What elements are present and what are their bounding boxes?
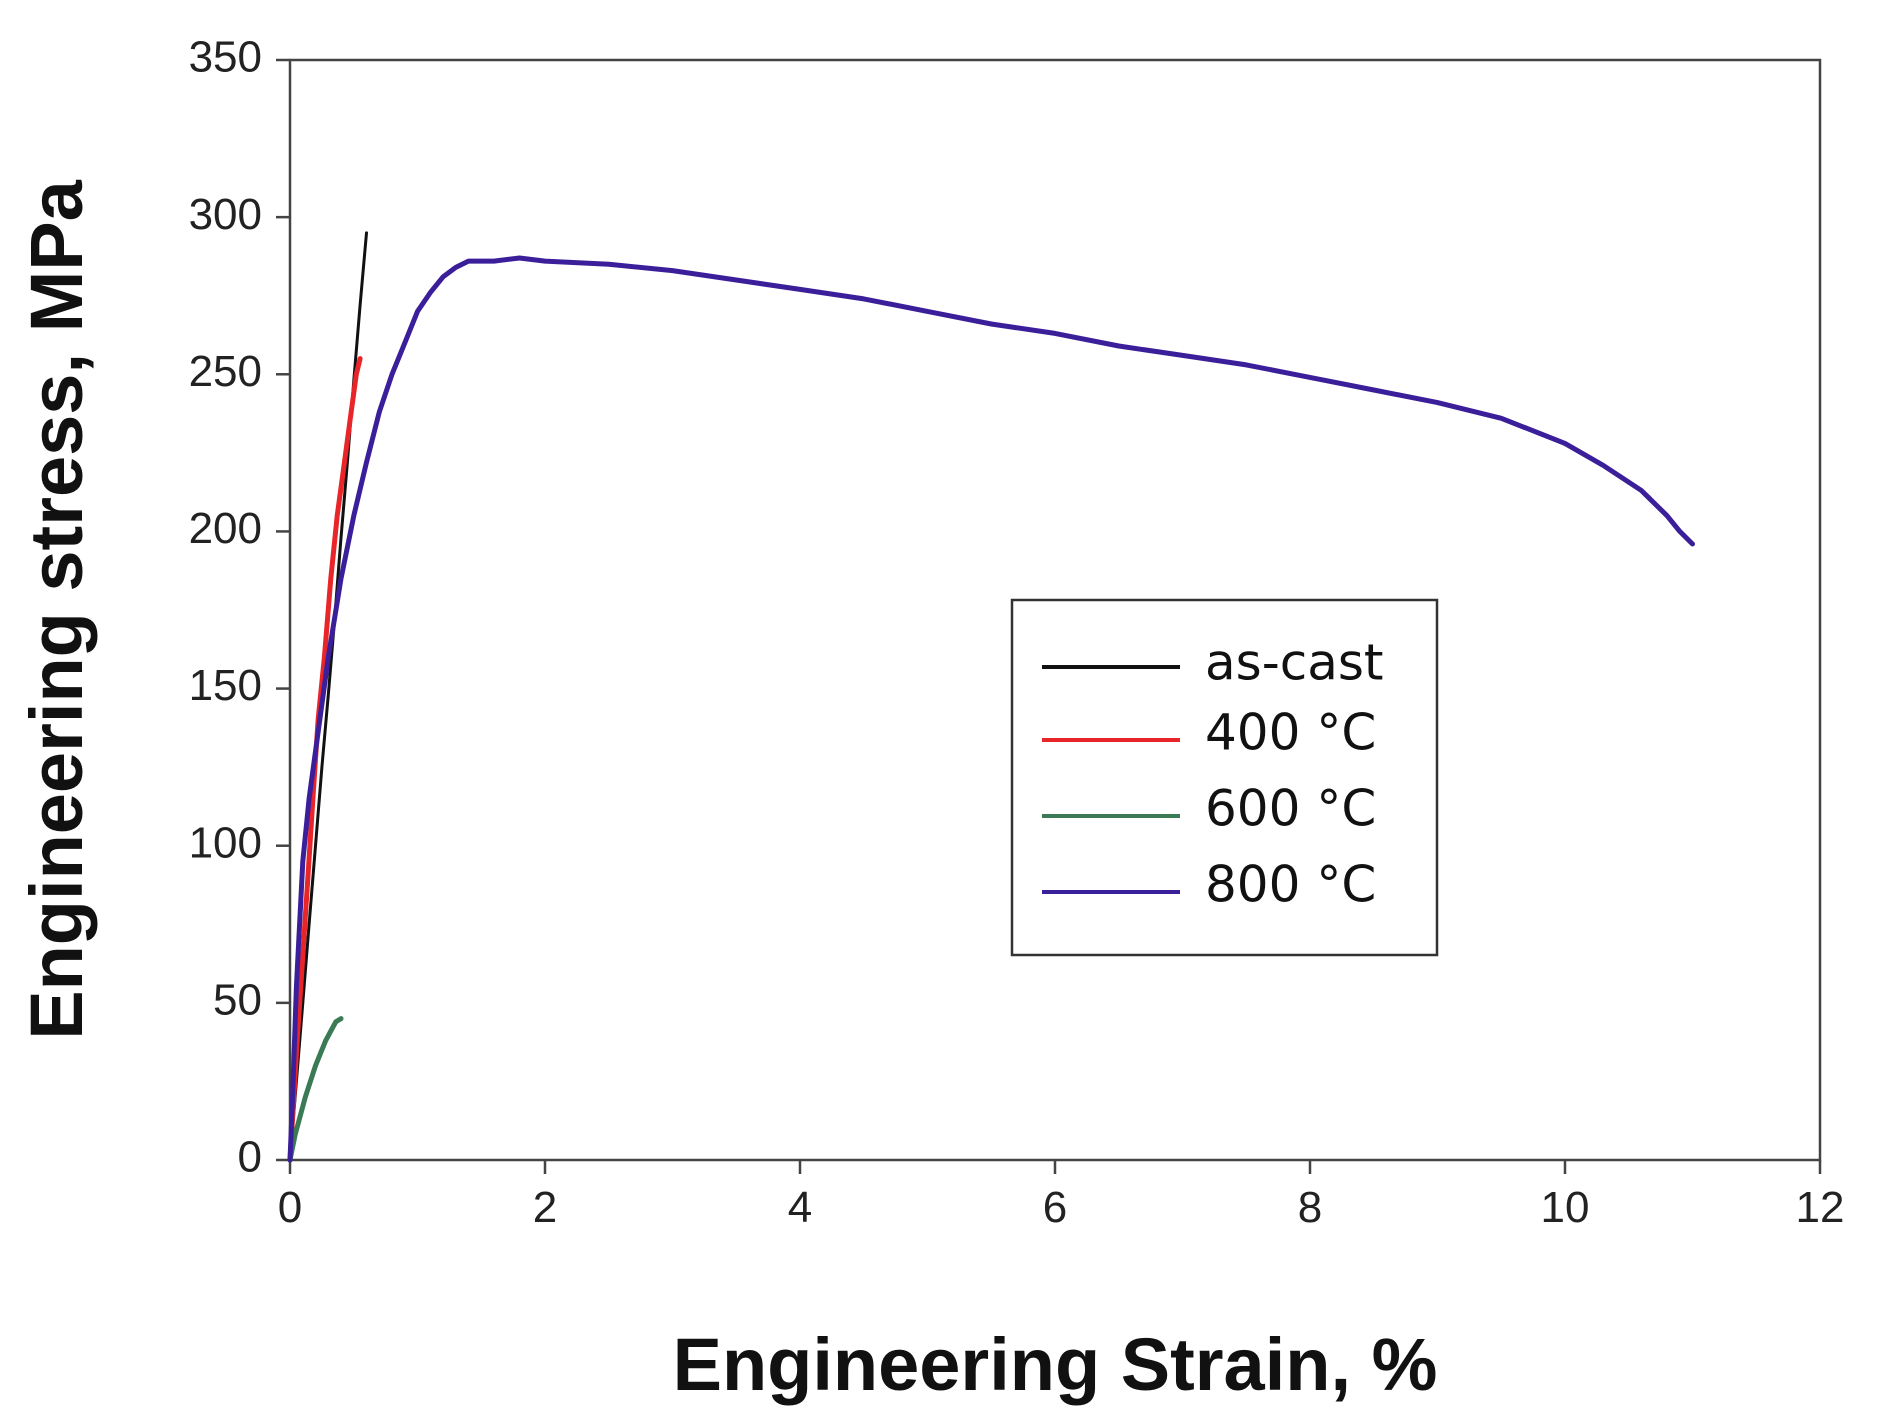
y-tick-label: 100 (189, 818, 262, 867)
x-tick-label: 8 (1298, 1183, 1322, 1232)
x-tick-label: 4 (788, 1183, 812, 1232)
series-line-400-c (287, 356, 363, 1163)
axis-ticks: 0 2 4 6 8 10 12 0 50 100 150 200 250 300 350 (189, 33, 1845, 1232)
x-tick-label: 10 (1541, 1183, 1590, 1232)
x-tick-label: 2 (533, 1183, 557, 1232)
series-line-800-c (287, 255, 1695, 1163)
series-layer (287, 231, 1695, 1163)
legend-box (1010, 598, 1439, 957)
series-line-600-c (287, 1016, 344, 1163)
x-tick-label: 6 (1043, 1183, 1067, 1232)
x-tick-label: 0 (278, 1183, 302, 1232)
legend: as-cast 400 °C 600 °C 800 °C (1010, 598, 1439, 957)
y-tick-label: 200 (189, 504, 262, 553)
y-tick-label: 300 (189, 190, 262, 239)
legend-label-400c: 400 °C (1205, 704, 1376, 762)
x-axis-title: Engineering Strain, % (673, 1323, 1438, 1406)
legend-label-800c: 800 °C (1205, 856, 1376, 914)
y-tick-label: 250 (189, 347, 262, 396)
y-tick-label: 350 (189, 33, 262, 82)
legend-label-as-cast: as-cast (1205, 634, 1384, 692)
x-tick-label: 12 (1796, 1183, 1845, 1232)
y-tick-label: 50 (213, 975, 262, 1024)
y-tick-label: 0 (238, 1133, 262, 1182)
y-tick-label: 150 (189, 661, 262, 710)
y-axis-title: Engineering stress, MPa (15, 179, 98, 1039)
legend-label-600c: 600 °C (1205, 780, 1376, 838)
